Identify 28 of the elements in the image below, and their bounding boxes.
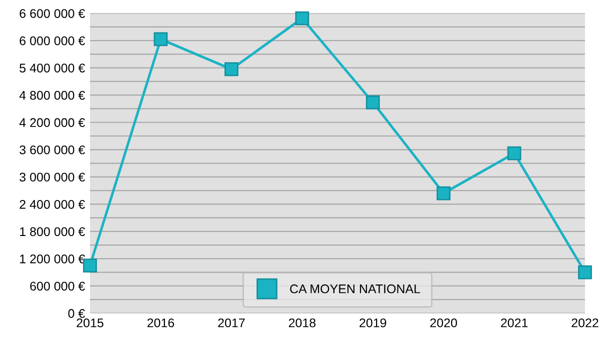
legend-label: CA MOYEN NATIONAL [290, 284, 420, 294]
y-tick-label: 1 800 000 € [20, 227, 85, 236]
y-tick-label: 600 000 € [30, 282, 85, 291]
x-tick-label: 2016 [147, 318, 174, 328]
point [507, 146, 522, 160]
x-tick-label: 2017 [218, 318, 245, 328]
x-tick-label: 2019 [360, 318, 386, 328]
x-tick-label: 2022 [572, 318, 598, 328]
y-tick-label: 6 600 000 € [20, 9, 85, 18]
point [578, 265, 592, 280]
point [295, 11, 310, 26]
x-tick-label: 2015 [76, 318, 104, 328]
point [436, 186, 451, 200]
y-tick-label: 2 400 000 € [20, 200, 85, 209]
y-tick-label: 4 200 000 € [19, 118, 85, 128]
y-tick-label: 6 000 000 € [20, 36, 85, 46]
point [366, 95, 380, 110]
x-tick-label: 2021 [501, 318, 528, 328]
y-tick-label: 3 000 000 € [20, 172, 85, 182]
y-tick-label: 3 600 000 € [20, 145, 85, 154]
y-tick-label: 4 800 000 € [19, 90, 85, 100]
point [83, 258, 97, 272]
y-tick-label: 0 € [68, 309, 85, 318]
point [224, 62, 238, 76]
y-tick-label: 5 400 000 € [20, 64, 85, 72]
x-tick-label: 2020 [430, 318, 457, 328]
x-tick-label: 2018 [288, 318, 316, 328]
point [154, 32, 168, 46]
